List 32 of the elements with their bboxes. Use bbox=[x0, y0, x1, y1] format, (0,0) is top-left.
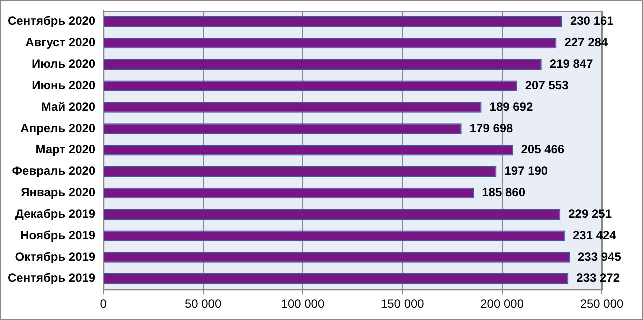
y-tick-label: Июнь 2020 bbox=[32, 78, 96, 92]
y-tick-label: Август 2020 bbox=[26, 36, 96, 50]
x-tick-label: 250 000 bbox=[580, 297, 624, 312]
data-label: 233 272 bbox=[576, 271, 620, 286]
x-tick-label: 0 bbox=[100, 297, 108, 312]
y-tick-label: Декабрь 2019 bbox=[15, 206, 96, 221]
data-label: 227 284 bbox=[564, 36, 608, 50]
data-label: 219 847 bbox=[550, 57, 594, 72]
y-tick-label: Март 2020 bbox=[36, 142, 96, 157]
data-label: 197 190 bbox=[504, 164, 548, 178]
data-label: 179 698 bbox=[470, 121, 514, 136]
data-label: 231 424 bbox=[572, 228, 617, 242]
y-tick-label: Сентябрь 2019 bbox=[8, 271, 96, 286]
data-label: 207 553 bbox=[525, 78, 570, 92]
data-label: 185 860 bbox=[482, 186, 526, 200]
y-tick-label: Январь 2020 bbox=[21, 186, 96, 200]
data-label: 230 161 bbox=[570, 14, 614, 28]
data-label: 229 251 bbox=[568, 206, 612, 221]
x-tick-label: 50 000 bbox=[184, 297, 222, 312]
x-tick-label: 150 000 bbox=[380, 297, 425, 312]
y-tick-label: Сентябрь 2020 bbox=[8, 14, 96, 28]
y-tick-label: Апрель 2020 bbox=[20, 121, 96, 136]
y-tick-label: Октябрь 2019 bbox=[15, 250, 96, 264]
y-tick-label: Февраль 2020 bbox=[12, 164, 96, 178]
data-label: 233 945 bbox=[578, 250, 622, 264]
y-tick-label: Май 2020 bbox=[41, 100, 96, 114]
y-tick-label: Ноябрь 2019 bbox=[20, 228, 96, 242]
x-tick-label: 200 000 bbox=[480, 297, 524, 312]
data-label: 189 692 bbox=[490, 100, 534, 114]
y-tick-label: Июль 2020 bbox=[32, 57, 96, 72]
x-tick-label: 100 000 bbox=[281, 297, 325, 312]
data-label: 205 466 bbox=[521, 142, 565, 157]
